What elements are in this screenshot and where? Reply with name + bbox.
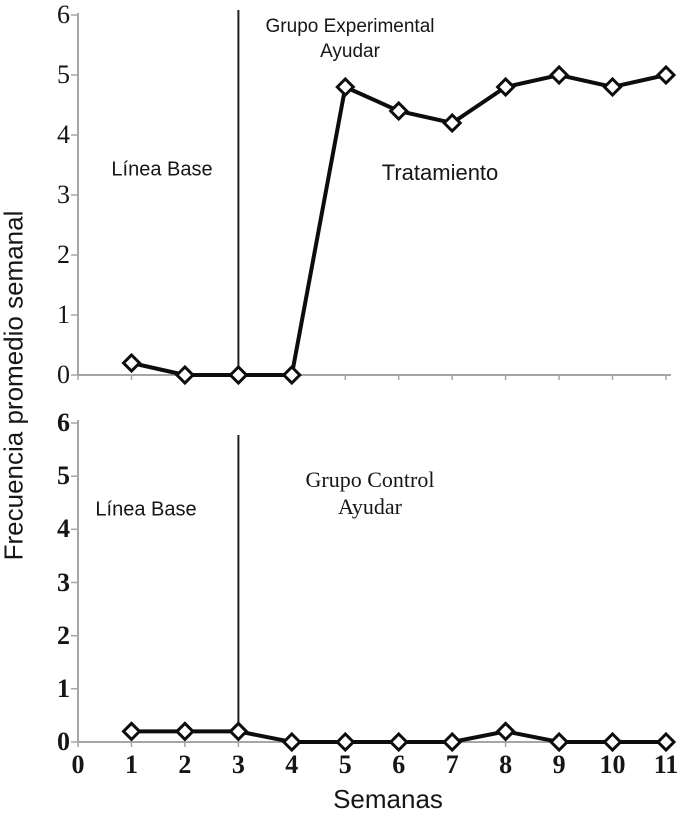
chart2-y-tick-label: 3 xyxy=(57,567,70,597)
chart1-title-line2: Ayudar xyxy=(320,41,380,62)
x-tick-label: 2 xyxy=(178,750,192,779)
chart2-title: Grupo Control Ayudar xyxy=(306,466,435,520)
chart1-y-tick-label: 0 xyxy=(57,360,70,389)
x-axis-label: Semanas xyxy=(333,784,443,814)
x-tick-label: 9 xyxy=(552,750,566,779)
chart2-y-tick-label: 4 xyxy=(57,514,70,544)
x-tick-label: 7 xyxy=(445,750,459,779)
chart2-y-tick-label: 5 xyxy=(57,461,70,491)
chart2-title-line1: Grupo Control xyxy=(305,467,435,492)
chart1-y-tick-label: 4 xyxy=(57,120,70,149)
chart1-y-tick-label: 6 xyxy=(57,0,70,29)
x-tick-label: 8 xyxy=(499,750,513,779)
chart2-title-line2: Ayudar xyxy=(338,494,402,519)
chart1-y-tick-label: 3 xyxy=(57,180,70,209)
chart1-y-tick-label: 1 xyxy=(57,300,70,329)
chart1-title: Grupo Experimental Ayudar xyxy=(266,14,435,64)
chart2-y-tick-label: 0 xyxy=(57,727,70,756)
x-tick-label: 6 xyxy=(392,750,406,779)
chart2-annotation-linea-base: Línea Base xyxy=(95,498,197,521)
chart1-annotation-tratamiento: Tratamiento xyxy=(381,160,499,185)
chart1-annotation-linea-base: Línea Base xyxy=(111,158,213,181)
x-tick-label: 10 xyxy=(599,750,626,779)
chart2-y-tick-label: 6 xyxy=(57,408,70,437)
x-tick-label: 1 xyxy=(125,750,138,779)
chart1-title-line1: Grupo Experimental xyxy=(265,16,435,37)
chart1-y-tick-label: 2 xyxy=(57,240,70,269)
x-tick-label: 0 xyxy=(71,750,85,779)
chart1-y-tick-label: 5 xyxy=(57,60,70,89)
x-tick-label: 3 xyxy=(231,750,245,779)
chart2-y-tick-label: 1 xyxy=(57,673,70,703)
x-tick-label: 5 xyxy=(338,750,352,779)
x-tick-label: 11 xyxy=(653,750,679,779)
y-axis-label: Frecuencia promedio semanal xyxy=(0,210,29,561)
x-tick-label: 4 xyxy=(285,750,299,779)
chart2-y-tick-label: 2 xyxy=(57,620,70,650)
